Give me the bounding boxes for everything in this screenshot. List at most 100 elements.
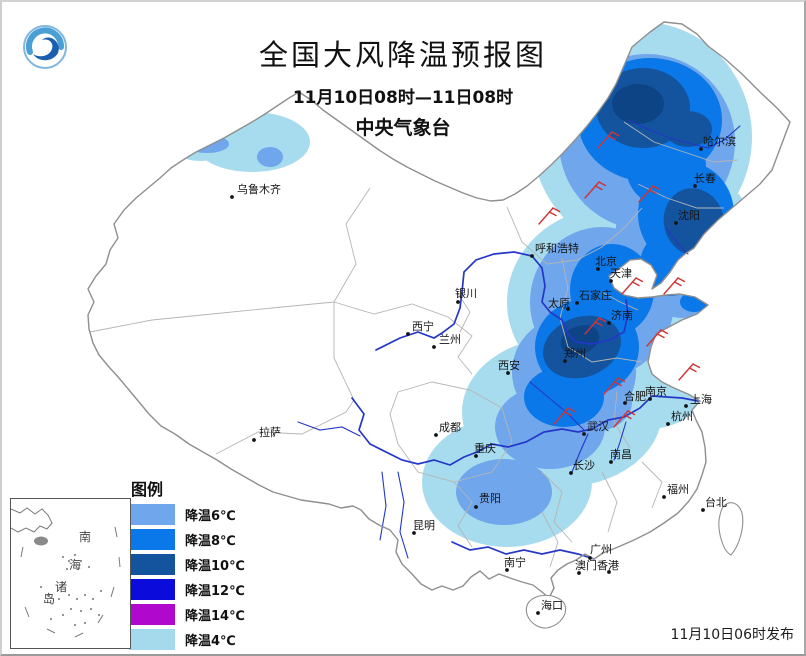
- city-marker: 杭州: [666, 409, 693, 426]
- city-label: 重庆: [474, 441, 496, 455]
- legend-item: 降温14℃: [129, 604, 245, 625]
- wind-barb-icon: [638, 185, 661, 203]
- city-dot: [230, 195, 234, 199]
- city-marker: 澳门: [575, 558, 597, 575]
- city-dot: [607, 570, 611, 574]
- city-label: 长春: [694, 172, 716, 185]
- legend-swatch: [129, 554, 175, 575]
- inset-coastline: [10, 507, 53, 533]
- legend-label: 降温8℃: [185, 534, 236, 549]
- city-label: 呼和浩特: [535, 241, 579, 255]
- city-label: 上海: [690, 392, 712, 406]
- city-dot: [434, 433, 438, 437]
- city-label: 拉萨: [259, 425, 281, 439]
- city-marker: 兰州: [432, 333, 461, 349]
- inset-boundary-dash: [118, 556, 121, 568]
- legend-item: 降温8℃: [129, 529, 245, 550]
- city-marker: 乌鲁木齐: [230, 182, 281, 199]
- rivers: [297, 119, 741, 560]
- inset-boundary-dash: [24, 606, 30, 618]
- city-dot: [684, 404, 688, 408]
- city-label: 南昌: [610, 448, 632, 461]
- wind-barb-icon: [621, 277, 644, 295]
- cooling-region-10c: [543, 68, 725, 379]
- inset-sea-name-char: 岛: [43, 591, 55, 606]
- city-label: 杭州: [671, 409, 693, 423]
- legend-item: 降温4℃: [129, 629, 245, 650]
- wind-barbs-layer: [538, 131, 701, 428]
- inset-sea-name-char: 海: [69, 557, 81, 572]
- city-marker: 长春: [693, 172, 716, 188]
- city-dot: [577, 571, 581, 575]
- city-dot: [569, 471, 573, 475]
- city-dot: [662, 495, 666, 499]
- city-marker: 沈阳: [674, 208, 700, 225]
- city-label: 台北: [705, 495, 727, 509]
- city-dot: [506, 371, 510, 375]
- wind-barb-icon: [538, 207, 561, 225]
- city-label: 昆明: [413, 519, 435, 532]
- city-dot: [588, 556, 592, 560]
- city-marker: 上海: [684, 392, 712, 408]
- city-dot: [412, 531, 416, 535]
- inset-sea-name-char: 南: [79, 529, 91, 544]
- legend-item: 降温6℃: [129, 504, 245, 525]
- city-dot: [505, 568, 509, 572]
- city-marker: 广州: [588, 543, 612, 560]
- city-marker: 拉萨: [252, 425, 281, 442]
- city-marker: 天津: [609, 267, 632, 283]
- wind-barb-icon: [584, 181, 607, 199]
- south-china-sea-inset: 南海诸岛: [10, 498, 131, 649]
- inset-boundary-dash: [46, 628, 56, 634]
- legend-label: 降温10℃: [185, 559, 245, 574]
- city-marker: 南宁: [504, 555, 526, 572]
- city-marker: 石家庄: [575, 288, 612, 305]
- city-label: 银川: [455, 286, 477, 300]
- city-dot: [607, 321, 611, 325]
- city-label: 济南: [611, 308, 633, 322]
- wind-barb-icon: [553, 407, 576, 425]
- city-marker: 呼和浩特: [530, 241, 579, 258]
- inset-sea-name-char: 诸: [55, 580, 67, 594]
- city-marker: 昆明: [412, 519, 435, 535]
- city-label: 天津: [610, 267, 632, 280]
- legend-swatch: [129, 579, 175, 600]
- city-marker: 海口: [536, 598, 563, 615]
- city-label: 沈阳: [678, 208, 700, 222]
- city-dot: [456, 300, 460, 304]
- city-label: 海口: [541, 598, 563, 612]
- city-label: 西宁: [412, 319, 434, 333]
- city-label: 成都: [439, 421, 461, 434]
- central-meteorological-observatory-logo: [23, 25, 67, 69]
- city-label: 澳门: [575, 558, 597, 572]
- city-dot: [609, 460, 613, 464]
- city-label: 香港: [597, 559, 619, 572]
- legend-title: 图例: [131, 480, 164, 499]
- inset-boundary-dash: [114, 526, 118, 538]
- inset-island-marks: [20, 526, 121, 638]
- city-dot: [596, 267, 600, 271]
- city-label: 南京: [645, 384, 667, 398]
- city-dot: [648, 397, 652, 401]
- city-label: 合肥: [624, 389, 646, 403]
- city-marker: 香港: [597, 559, 619, 574]
- logo-swirl-inner: [33, 37, 59, 61]
- city-marker: 西宁: [406, 319, 434, 336]
- wind-barb-icon: [663, 277, 686, 295]
- city-label: 南宁: [504, 555, 526, 569]
- legend-label: 降温6℃: [185, 509, 236, 524]
- city-label: 西安: [498, 358, 520, 372]
- city-label: 广州: [590, 543, 612, 556]
- legend-label: 降温4℃: [185, 634, 236, 649]
- hainan-island: [525, 594, 566, 629]
- city-dot: [474, 454, 478, 458]
- legend-item: 降温12℃: [129, 579, 245, 600]
- inset-boundary-dash: [20, 546, 24, 558]
- city-dot: [582, 432, 586, 436]
- inset-boundary-dash: [97, 614, 104, 624]
- city-marker: 贵阳: [474, 492, 501, 509]
- city-marker: 南昌: [609, 448, 632, 464]
